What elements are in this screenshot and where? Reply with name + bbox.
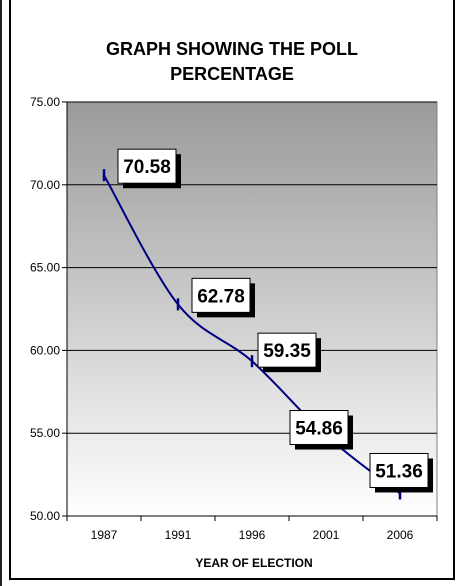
y-tick-label: 65.00 (30, 261, 60, 275)
data-label-box (289, 410, 349, 446)
x-tick-label: 2001 (313, 528, 340, 542)
data-label: 51.36 (369, 452, 433, 493)
data-labels: 70.58 62.78 59.35 54.86 51.36 (117, 148, 433, 493)
x-tick-label: 1996 (239, 528, 266, 542)
data-label-box (369, 452, 429, 488)
data-label: 70.58 (117, 148, 181, 189)
data-label: 54.86 (289, 410, 353, 450)
y-tick-label: 70.00 (30, 178, 60, 192)
axes (62, 101, 438, 521)
y-tick-label: 50.00 (30, 509, 60, 523)
chart-title-line-2: PERCENTAGE (170, 64, 294, 84)
left-border-rule (0, 0, 2, 586)
y-tick-label: 75.00 (30, 95, 60, 109)
x-tick-label: 1991 (165, 528, 192, 542)
data-label-box (117, 148, 177, 184)
data-label-text: 70.58 (123, 157, 171, 178)
data-label: 59.35 (257, 332, 321, 373)
x-tick-label: 1987 (91, 528, 118, 542)
data-label-text: 59.35 (263, 341, 311, 362)
data-label-text: 54.86 (295, 419, 343, 440)
data-label-text: 62.78 (197, 286, 245, 307)
data-label-box (191, 277, 251, 313)
data-label-text: 51.36 (375, 461, 423, 482)
x-tick-labels: 1987 1991 1996 2001 2006 (91, 528, 414, 542)
x-axis-label: YEAR OF ELECTION (195, 556, 312, 570)
y-tick-label: 55.00 (30, 426, 60, 440)
y-tick-labels: 50.00 55.00 60.00 65.00 70.00 75.00 (30, 95, 60, 523)
y-tick-label: 60.00 (30, 343, 60, 357)
data-label-box (257, 332, 317, 368)
data-label: 62.78 (191, 277, 255, 318)
x-tick-label: 2006 (387, 528, 414, 542)
chart-title-line-1: GRAPH SHOWING THE POLL (106, 39, 358, 59)
